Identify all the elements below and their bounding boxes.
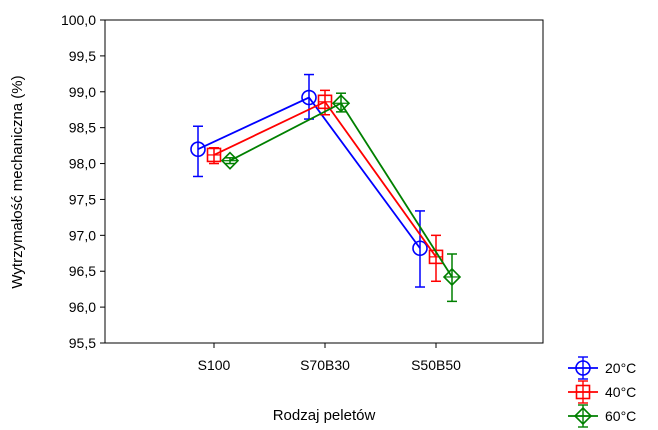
y-tick-label: 98,0 [69,156,96,172]
data-point [220,151,240,170]
series-line [213,100,437,258]
y-tick-label: 96,5 [69,263,96,279]
series-line [229,102,453,278]
legend-label: 20°C [605,360,636,376]
data-point [301,89,317,106]
series-3 [220,92,462,303]
legend-item: 40°C [568,380,636,404]
legend-label: 40°C [605,384,636,400]
x-axis-label: Rodzaj peletów [273,407,376,424]
data-point [412,240,428,257]
y-tick-label: 97,0 [69,227,96,243]
y-tick-label: 100,0 [61,12,96,28]
series-1 [190,73,428,288]
x-tick-label: S70B30 [300,357,350,373]
x-axis-ticks: S100 S70B30 S50B50 [198,343,461,373]
data-point [331,94,351,113]
y-tick-label: 95,5 [69,335,96,351]
data-point [442,267,462,287]
data-point [190,141,206,157]
y-tick-label: 97,5 [69,191,96,207]
y-tick-label: 98,5 [69,120,96,136]
legend: 20°C 40°C 60°C [568,356,636,428]
legend-marker [575,360,591,376]
legend-item: 60°C [568,404,636,428]
legend-marker [573,406,593,426]
legend-label: 60°C [605,408,636,424]
series-2 [206,89,444,283]
y-tick-label: 99,0 [69,84,96,100]
y-tick-label: 96,0 [69,299,96,315]
plot-area-frame [104,19,544,344]
legend-item: 20°C [568,356,636,380]
x-tick-label: S50B50 [411,357,461,373]
y-axis-label: Wytrzymałość mechaniczna (%) [9,75,26,288]
series-layer [190,73,462,303]
y-axis-ticks: 95,5 96,0 96,5 97,0 97,5 98,0 98,5 99,0 99,5 100,… [61,12,105,351]
y-tick-label: 99,5 [69,48,96,64]
x-tick-label: S100 [198,357,231,373]
